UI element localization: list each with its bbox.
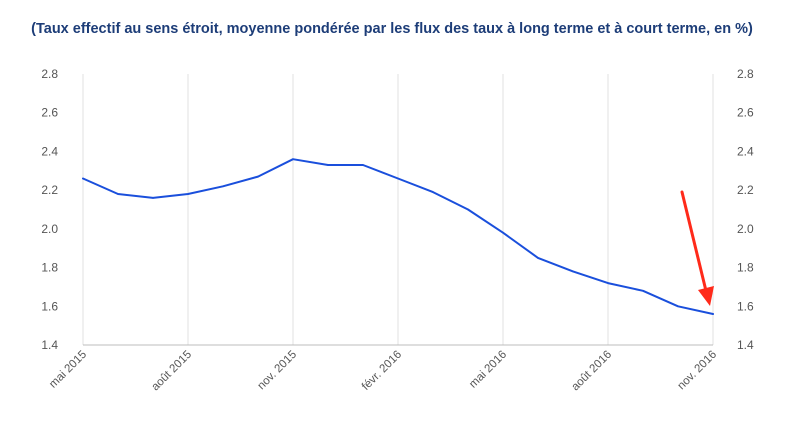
data-point (187, 193, 189, 195)
annotation (680, 190, 714, 307)
y-tick-label-left: 2.8 (41, 67, 58, 81)
y-tick-label-right: 2.2 (737, 183, 754, 197)
series (82, 158, 714, 315)
data-point (537, 257, 539, 259)
y-axis-left: 1.4 1.6 1.8 2.0 2.2 2.4 2.6 2.8 (41, 67, 58, 352)
data-point (712, 313, 714, 315)
y-tick-label-left: 1.8 (41, 261, 58, 275)
data-point (292, 158, 294, 160)
data-point (222, 185, 224, 188)
y-tick-label-right: 2.8 (737, 67, 754, 81)
data-point (117, 193, 119, 195)
y-tick-label-left: 1.6 (41, 299, 58, 313)
data-point (432, 191, 434, 193)
data-point (572, 270, 574, 273)
x-tick-label: mai 2015 (47, 349, 89, 391)
y-tick-label-left: 2.0 (41, 222, 58, 236)
x-tick-label: nov. 2015 (256, 349, 300, 393)
y-tick-label-left: 2.6 (41, 106, 58, 120)
data-point (502, 231, 504, 234)
x-tick-label: août 2016 (569, 349, 614, 394)
y-axis-right: 1.4 1.6 1.8 2.0 2.2 2.4 2.6 2.8 (737, 67, 754, 352)
arrow-head (698, 286, 714, 307)
arrow-shaft (680, 190, 709, 297)
data-point (152, 197, 154, 199)
y-tick-label-right: 2.4 (737, 144, 754, 158)
data-point (642, 290, 644, 292)
y-tick-label-right: 1.4 (737, 338, 754, 352)
x-axis: mai 2015 août 2015 nov. 2015 févr. 2016 mai … (47, 344, 720, 394)
y-tick-label-right: 2.6 (737, 106, 754, 120)
x-tick-label: mai 2016 (467, 349, 509, 391)
data-point (257, 175, 259, 178)
data-point (362, 164, 364, 166)
y-tick-label-right: 1.8 (737, 261, 754, 275)
data-point (397, 177, 399, 180)
data-point (467, 208, 469, 211)
y-tick-label-left: 1.4 (41, 338, 58, 352)
data-point (327, 164, 329, 166)
x-tick-label: nov. 2016 (676, 349, 720, 393)
chart-title: (Taux effectif au sens étroit, moyenne p… (31, 21, 753, 37)
data-point (607, 282, 609, 284)
grid (82, 74, 714, 345)
x-tick-label: févr. 2016 (360, 349, 404, 393)
y-tick-label-left: 2.4 (41, 144, 58, 158)
x-tick-label: août 2015 (149, 349, 194, 394)
y-tick-label-right: 1.6 (737, 299, 754, 313)
y-tick-label-left: 2.2 (41, 183, 58, 197)
data-point (677, 305, 679, 308)
y-tick-label-right: 2.0 (737, 222, 754, 236)
data-point (82, 177, 84, 180)
